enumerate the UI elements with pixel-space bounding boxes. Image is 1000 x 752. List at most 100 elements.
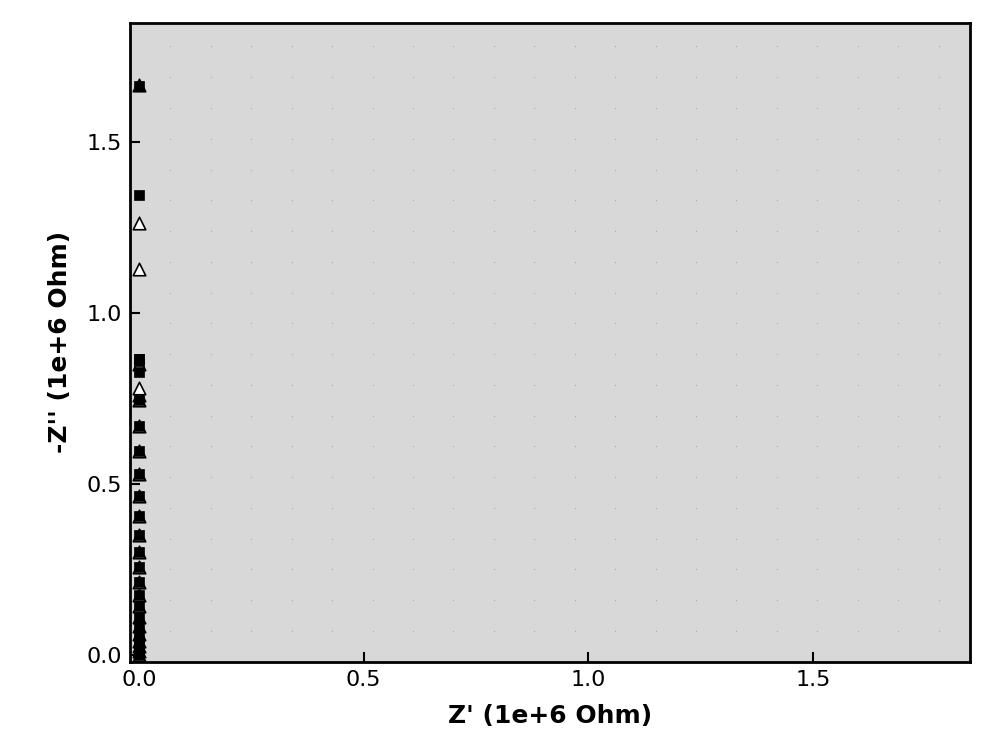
Point (567, 287, 583, 299)
Point (131, 355, 147, 367)
Point (607, 163, 623, 175)
Point (131, 420, 147, 432)
Point (567, 625, 583, 637)
Point (688, 163, 704, 175)
Point (648, 287, 664, 299)
Point (486, 594, 502, 606)
Point (131, 644, 147, 656)
Point (445, 594, 461, 606)
Point (526, 532, 542, 544)
Point (405, 563, 421, 575)
Point (365, 194, 381, 206)
Point (567, 379, 583, 391)
Point (648, 163, 664, 175)
Point (203, 441, 219, 453)
Point (890, 410, 906, 422)
Point (243, 594, 259, 606)
Point (405, 594, 421, 606)
Point (728, 441, 744, 453)
Point (567, 348, 583, 360)
Point (931, 563, 947, 575)
Point (131, 611, 147, 623)
Point (284, 532, 300, 544)
Point (769, 348, 785, 360)
Point (243, 625, 259, 637)
Point (728, 317, 744, 329)
Point (769, 163, 785, 175)
Point (567, 102, 583, 114)
Point (607, 594, 623, 606)
Point (607, 133, 623, 145)
Point (405, 625, 421, 637)
Point (445, 348, 461, 360)
Point (365, 563, 381, 575)
Point (284, 71, 300, 83)
Point (445, 563, 461, 575)
Point (243, 133, 259, 145)
Point (131, 546, 147, 558)
Point (728, 194, 744, 206)
Point (567, 41, 583, 53)
Point (203, 563, 219, 575)
Point (486, 287, 502, 299)
Point (486, 625, 502, 637)
Point (243, 256, 259, 268)
Point (607, 625, 623, 637)
Point (284, 163, 300, 175)
Point (890, 71, 906, 83)
Point (648, 472, 664, 484)
Point (648, 502, 664, 514)
Point (203, 41, 219, 53)
Point (607, 502, 623, 514)
Point (931, 133, 947, 145)
Point (324, 41, 340, 53)
Point (405, 532, 421, 544)
Point (607, 71, 623, 83)
Point (607, 348, 623, 360)
Point (526, 102, 542, 114)
Point (769, 133, 785, 145)
Point (284, 287, 300, 299)
Point (131, 641, 147, 653)
Y-axis label: -Z'' (1e+6 Ohm): -Z'' (1e+6 Ohm) (48, 231, 72, 453)
Point (162, 348, 178, 360)
Point (728, 71, 744, 83)
Point (648, 41, 664, 53)
Point (284, 563, 300, 575)
Point (324, 194, 340, 206)
Point (728, 594, 744, 606)
Point (405, 441, 421, 453)
Point (567, 594, 583, 606)
Point (405, 287, 421, 299)
Point (607, 225, 623, 237)
Point (688, 502, 704, 514)
Point (728, 102, 744, 114)
Point (850, 472, 866, 484)
Point (365, 133, 381, 145)
Point (284, 348, 300, 360)
Point (162, 287, 178, 299)
Point (162, 163, 178, 175)
Point (688, 256, 704, 268)
Point (162, 410, 178, 422)
Point (203, 256, 219, 268)
Point (131, 444, 147, 456)
Point (131, 628, 147, 640)
Point (728, 625, 744, 637)
Point (131, 600, 147, 612)
Point (405, 163, 421, 175)
Point (890, 256, 906, 268)
Point (688, 348, 704, 360)
Point (203, 194, 219, 206)
Point (809, 133, 825, 145)
Point (688, 287, 704, 299)
Point (688, 594, 704, 606)
Point (405, 317, 421, 329)
Point (445, 502, 461, 514)
Point (324, 256, 340, 268)
Point (243, 410, 259, 422)
Point (486, 71, 502, 83)
Point (405, 472, 421, 484)
Point (445, 625, 461, 637)
Point (162, 594, 178, 606)
